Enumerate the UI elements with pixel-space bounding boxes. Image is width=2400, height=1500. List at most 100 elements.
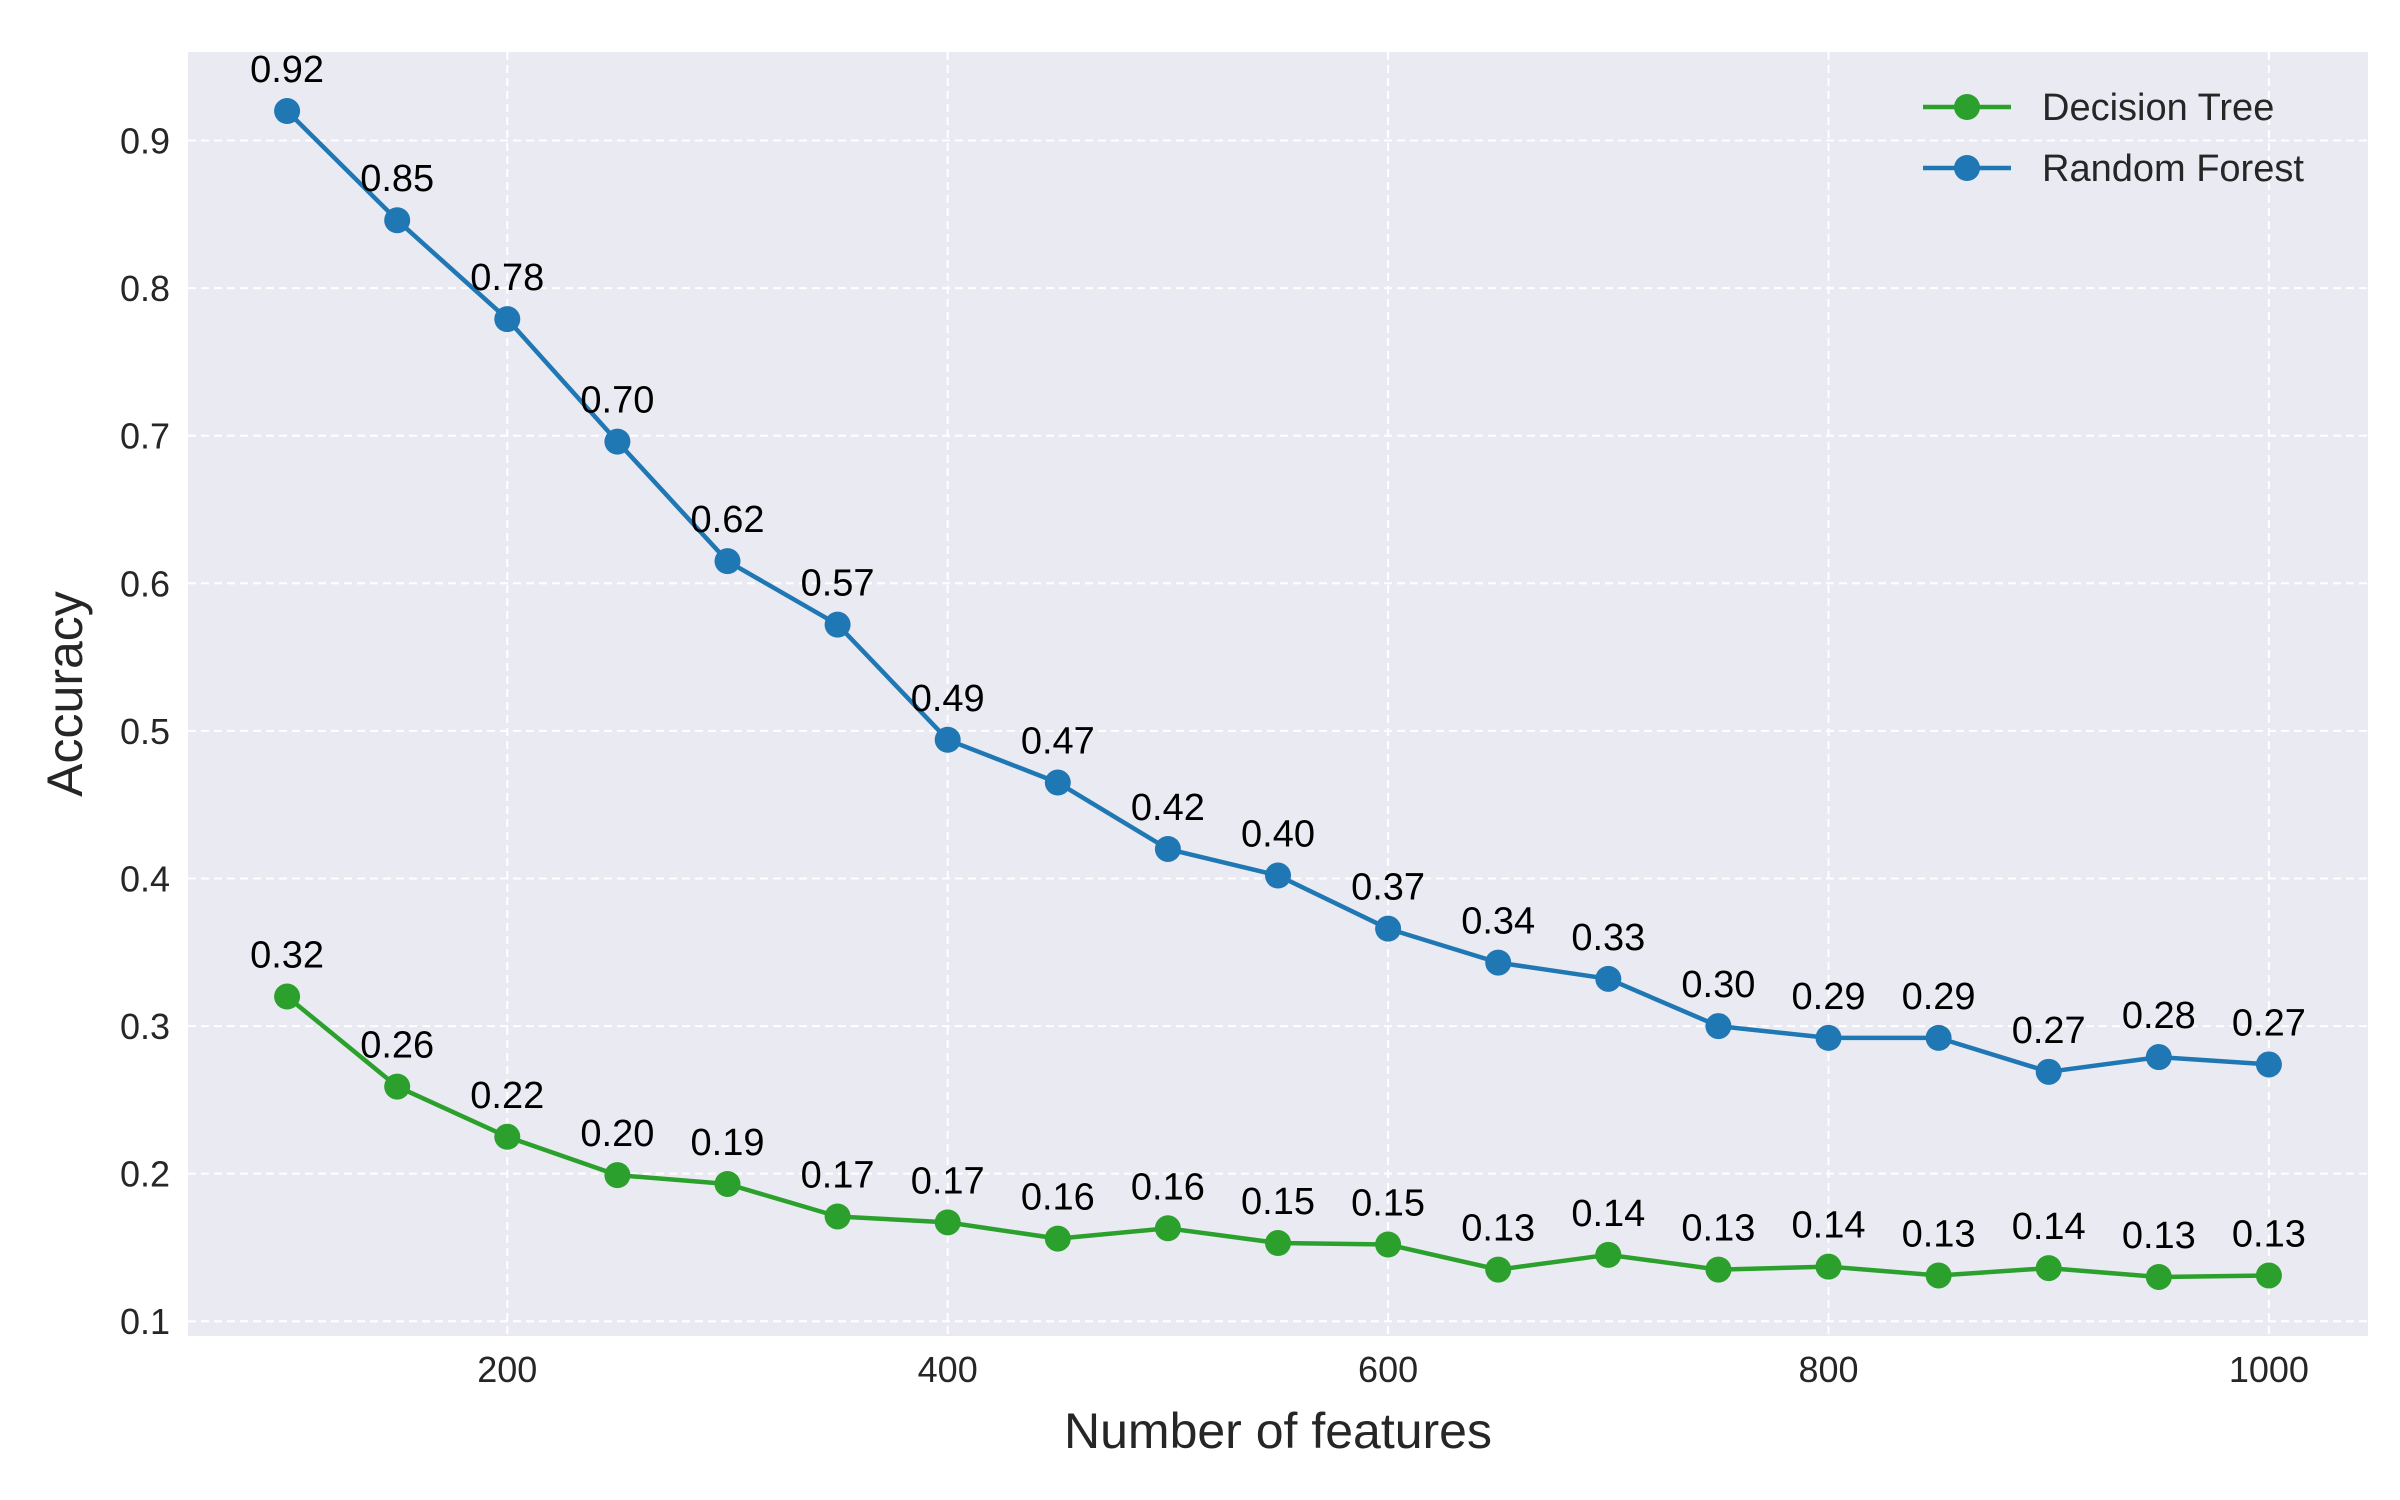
random-forest-legend-marker bbox=[1954, 155, 1980, 181]
x-tick-label: 200 bbox=[477, 1349, 537, 1390]
random-forest-data-label: 0.37 bbox=[1351, 867, 1425, 909]
legend: Decision Tree Random Forest bbox=[1923, 87, 2304, 190]
random-forest-data-label: 0.34 bbox=[1461, 901, 1535, 943]
random-forest-point bbox=[1925, 1024, 1952, 1051]
decision-tree-data-label: 0.22 bbox=[470, 1075, 544, 1117]
random-forest-point bbox=[2145, 1044, 2172, 1071]
plot-area bbox=[188, 52, 2368, 1336]
random-forest-point bbox=[1154, 835, 1181, 862]
random-forest-point bbox=[2255, 1051, 2282, 1078]
random-forest-data-label: 0.40 bbox=[1241, 814, 1315, 856]
random-forest-data-label: 0.27 bbox=[2012, 1010, 2086, 1052]
y-axis-ticks: 0.1 0.2 0.3 0.4 0.5 0.6 0.7 0.8 0.9 bbox=[120, 121, 170, 1343]
decision-tree-point bbox=[1154, 1215, 1181, 1242]
random-forest-data-label: 0.92 bbox=[250, 49, 324, 91]
decision-tree-data-label: 0.16 bbox=[1021, 1177, 1095, 1219]
random-forest-legend-label: Random Forest bbox=[2042, 148, 2304, 190]
decision-tree-point bbox=[1595, 1241, 1622, 1268]
decision-tree-point bbox=[714, 1170, 741, 1197]
decision-tree-data-label: 0.13 bbox=[1902, 1213, 1976, 1255]
decision-tree-point bbox=[274, 983, 301, 1010]
decision-tree-data-label: 0.16 bbox=[1131, 1166, 1205, 1208]
decision-tree-data-label: 0.20 bbox=[580, 1113, 654, 1155]
decision-tree-data-label: 0.26 bbox=[360, 1025, 434, 1067]
data-labels: 0.32 0.26 0.22 0.20 0.19 0.17 0.17 0.16 0.16 0.15… bbox=[250, 49, 2306, 1257]
random-forest-data-label: 0.42 bbox=[1131, 787, 1205, 829]
random-forest-data-label: 0.29 bbox=[1902, 976, 1976, 1018]
decision-tree-point bbox=[494, 1123, 521, 1150]
random-forest-point bbox=[1815, 1024, 1842, 1051]
decision-tree-data-label: 0.13 bbox=[1461, 1208, 1535, 1250]
y-tick-label: 0.3 bbox=[120, 1006, 170, 1047]
random-forest-data-label: 0.33 bbox=[1571, 917, 1645, 959]
y-tick-label: 0.2 bbox=[120, 1154, 170, 1195]
series-lines bbox=[274, 98, 2282, 1290]
decision-tree-point bbox=[2255, 1262, 2282, 1289]
random-forest-point bbox=[1265, 862, 1291, 889]
decision-tree-point bbox=[604, 1162, 631, 1189]
y-tick-label: 0.1 bbox=[120, 1301, 170, 1342]
random-forest-point bbox=[1705, 1013, 1732, 1040]
random-forest-data-label: 0.70 bbox=[580, 380, 654, 422]
decision-tree-data-label: 0.13 bbox=[2122, 1215, 2196, 1257]
random-forest-point bbox=[494, 306, 521, 333]
decision-tree-data-label: 0.13 bbox=[2232, 1213, 2306, 1255]
decision-tree-point bbox=[824, 1203, 851, 1230]
decision-tree-data-label: 0.13 bbox=[1681, 1208, 1755, 1250]
y-tick-label: 0.6 bbox=[120, 563, 170, 604]
decision-tree-data-label: 0.15 bbox=[1351, 1182, 1425, 1224]
random-forest-point bbox=[934, 726, 961, 753]
y-tick-label: 0.8 bbox=[120, 268, 170, 309]
random-forest-point bbox=[384, 207, 411, 234]
decision-tree-point bbox=[934, 1209, 961, 1236]
decision-tree-data-label: 0.17 bbox=[801, 1154, 875, 1196]
x-axis-ticks: 200 400 600 800 1000 bbox=[477, 1349, 2309, 1390]
random-forest-data-label: 0.30 bbox=[1681, 964, 1755, 1006]
random-forest-data-label: 0.28 bbox=[2122, 995, 2196, 1037]
decision-tree-data-label: 0.14 bbox=[2012, 1206, 2086, 1248]
decision-tree-point bbox=[2145, 1263, 2172, 1290]
y-axis-title: Accuracy bbox=[37, 591, 93, 797]
random-forest-point bbox=[1485, 949, 1512, 976]
random-forest-point bbox=[604, 428, 631, 455]
x-axis-title: Number of features bbox=[1064, 1403, 1492, 1459]
decision-tree-point bbox=[1485, 1256, 1512, 1283]
y-tick-label: 0.5 bbox=[120, 711, 170, 752]
random-forest-point bbox=[1375, 915, 1402, 942]
random-forest-data-label: 0.85 bbox=[360, 158, 434, 200]
decision-tree-data-label: 0.15 bbox=[1241, 1181, 1315, 1223]
y-tick-label: 0.7 bbox=[120, 416, 170, 457]
decision-tree-data-label: 0.32 bbox=[250, 935, 324, 977]
random-forest-data-label: 0.62 bbox=[691, 499, 765, 541]
decision-tree-legend-label: Decision Tree bbox=[2042, 87, 2274, 129]
y-tick-label: 0.4 bbox=[120, 858, 170, 899]
decision-tree-point bbox=[1044, 1225, 1071, 1252]
decision-tree-data-label: 0.14 bbox=[1792, 1205, 1866, 1247]
x-tick-label: 800 bbox=[1798, 1349, 1858, 1390]
random-forest-data-label: 0.49 bbox=[911, 678, 985, 720]
random-forest-point bbox=[274, 98, 301, 125]
decision-tree-point bbox=[1815, 1253, 1842, 1280]
random-forest-data-label: 0.47 bbox=[1021, 721, 1095, 763]
random-forest-point bbox=[1595, 965, 1622, 992]
decision-tree-legend-marker bbox=[1954, 94, 1980, 120]
grid-lines bbox=[188, 52, 2368, 1336]
random-forest-data-label: 0.78 bbox=[470, 257, 544, 299]
decision-tree-point bbox=[1375, 1231, 1402, 1258]
x-tick-label: 600 bbox=[1358, 1349, 1418, 1390]
random-forest-point bbox=[2035, 1058, 2062, 1085]
random-forest-point bbox=[714, 548, 741, 575]
decision-tree-point bbox=[1265, 1230, 1291, 1257]
random-forest-point bbox=[824, 611, 851, 638]
decision-tree-point bbox=[384, 1073, 411, 1100]
y-tick-label: 0.9 bbox=[120, 121, 170, 162]
decision-tree-data-label: 0.14 bbox=[1571, 1193, 1645, 1235]
random-forest-data-label: 0.27 bbox=[2232, 1002, 2306, 1044]
decision-tree-point bbox=[1705, 1256, 1732, 1283]
decision-tree-point bbox=[2035, 1255, 2062, 1282]
decision-tree-point bbox=[1925, 1262, 1952, 1289]
x-tick-label: 400 bbox=[918, 1349, 978, 1390]
random-forest-point bbox=[1044, 769, 1071, 796]
